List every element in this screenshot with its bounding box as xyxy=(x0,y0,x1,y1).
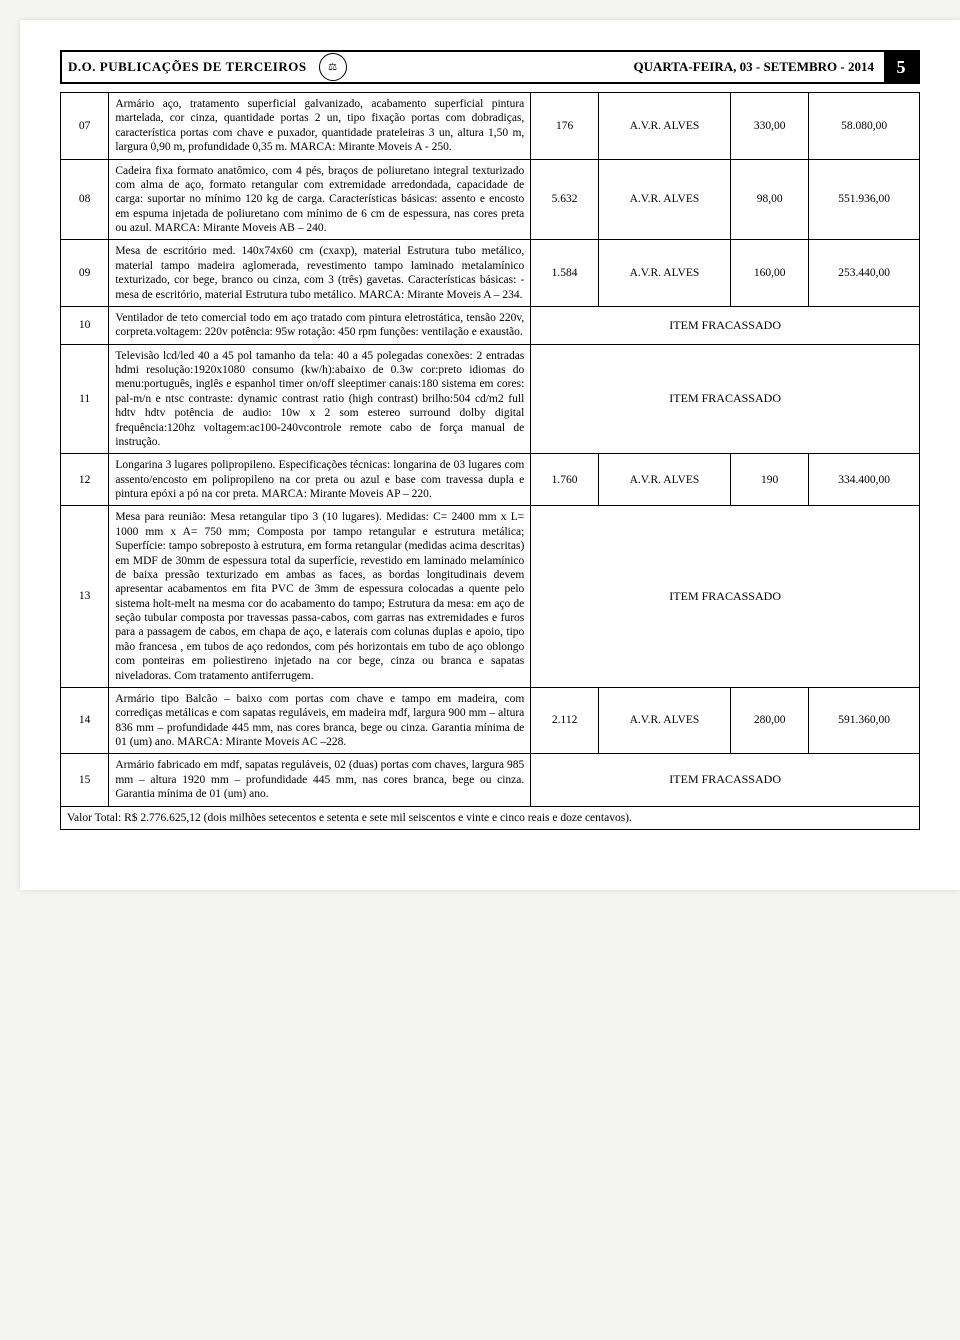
table-footer-row: Valor Total: R$ 2.776.625,12 (dois milhõ… xyxy=(61,806,920,829)
item-fracassado: ITEM FRACASSADO xyxy=(531,754,920,806)
item-number: 07 xyxy=(61,93,109,160)
item-description: Cadeira fixa formato anatômico, com 4 pé… xyxy=(109,159,531,240)
item-vendor: A.V.R. ALVES xyxy=(598,687,730,754)
item-qty: 1.760 xyxy=(531,454,599,506)
item-unit-price: 160,00 xyxy=(730,240,808,307)
item-vendor: A.V.R. ALVES xyxy=(598,454,730,506)
item-unit-price: 190 xyxy=(730,454,808,506)
item-total: 334.400,00 xyxy=(809,454,920,506)
item-fracassado: ITEM FRACASSADO xyxy=(531,306,920,344)
table-row: 10Ventilador de teto comercial todo em a… xyxy=(61,306,920,344)
item-description: Armário fabricado em mdf, sapatas regulá… xyxy=(109,754,531,806)
item-total: 591.360,00 xyxy=(809,687,920,754)
item-vendor: A.V.R. ALVES xyxy=(598,93,730,160)
item-total: 58.080,00 xyxy=(809,93,920,160)
item-description: Mesa de escritório med. 140x74x60 cm (cx… xyxy=(109,240,531,307)
document-page: D.O. PUBLICAÇÕES DE TERCEIROS ⚖ QUARTA-F… xyxy=(20,20,960,890)
item-qty: 5.632 xyxy=(531,159,599,240)
item-qty: 2.112 xyxy=(531,687,599,754)
item-description: Mesa para reunião: Mesa retangular tipo … xyxy=(109,506,531,688)
item-number: 09 xyxy=(61,240,109,307)
item-number: 12 xyxy=(61,454,109,506)
header-date: QUARTA-FEIRA, 03 - SETEMBRO - 2014 xyxy=(359,59,880,75)
item-unit-price: 98,00 xyxy=(730,159,808,240)
table-row: 11Televisão lcd/led 40 a 45 pol tamanho … xyxy=(61,344,920,454)
item-qty: 1.584 xyxy=(531,240,599,307)
item-total: 253.440,00 xyxy=(809,240,920,307)
item-description: Armário aço, tratamento superficial galv… xyxy=(109,93,531,160)
items-table: 07Armário aço, tratamento superficial ga… xyxy=(60,92,920,830)
header-publication-title: D.O. PUBLICAÇÕES DE TERCEIROS xyxy=(62,59,307,75)
table-row: 12Longarina 3 lugares polipropileno. Esp… xyxy=(61,454,920,506)
table-row: 14Armário tipo Balcão – baixo com portas… xyxy=(61,687,920,754)
table-row: 08Cadeira fixa formato anatômico, com 4 … xyxy=(61,159,920,240)
item-description: Armário tipo Balcão – baixo com portas c… xyxy=(109,687,531,754)
item-fracassado: ITEM FRACASSADO xyxy=(531,506,920,688)
table-row: 09Mesa de escritório med. 140x74x60 cm (… xyxy=(61,240,920,307)
table-row: 07Armário aço, tratamento superficial ga… xyxy=(61,93,920,160)
item-qty: 176 xyxy=(531,93,599,160)
item-unit-price: 280,00 xyxy=(730,687,808,754)
item-description: Ventilador de teto comercial todo em aço… xyxy=(109,306,531,344)
item-number: 10 xyxy=(61,306,109,344)
item-description: Televisão lcd/led 40 a 45 pol tamanho da… xyxy=(109,344,531,454)
item-number: 13 xyxy=(61,506,109,688)
item-vendor: A.V.R. ALVES xyxy=(598,159,730,240)
item-number: 15 xyxy=(61,754,109,806)
item-total: 551.936,00 xyxy=(809,159,920,240)
seal-icon: ⚖ xyxy=(319,53,347,81)
table-row: 13Mesa para reunião: Mesa retangular tip… xyxy=(61,506,920,688)
item-unit-price: 330,00 xyxy=(730,93,808,160)
item-fracassado: ITEM FRACASSADO xyxy=(531,344,920,454)
page-number: 5 xyxy=(884,52,918,82)
item-number: 11 xyxy=(61,344,109,454)
page-header: D.O. PUBLICAÇÕES DE TERCEIROS ⚖ QUARTA-F… xyxy=(60,50,920,84)
item-vendor: A.V.R. ALVES xyxy=(598,240,730,307)
item-description: Longarina 3 lugares polipropileno. Espec… xyxy=(109,454,531,506)
item-number: 08 xyxy=(61,159,109,240)
table-row: 15Armário fabricado em mdf, sapatas regu… xyxy=(61,754,920,806)
item-number: 14 xyxy=(61,687,109,754)
grand-total: Valor Total: R$ 2.776.625,12 (dois milhõ… xyxy=(61,806,920,829)
